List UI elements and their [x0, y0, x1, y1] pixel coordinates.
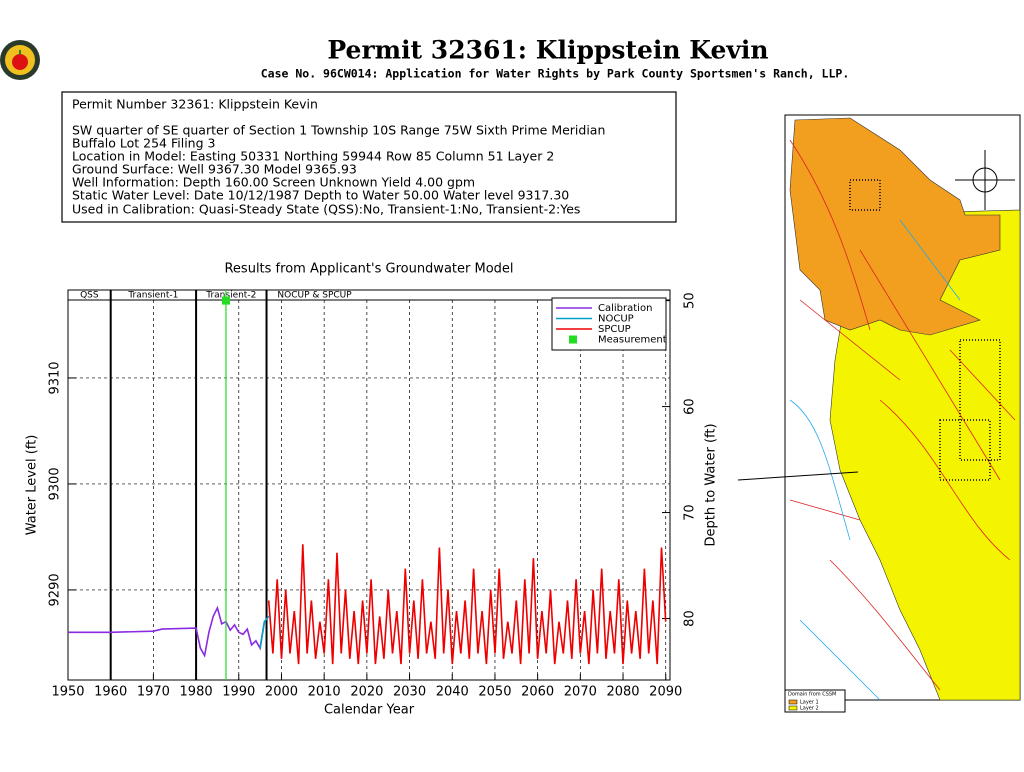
period-label: Transient-1	[127, 291, 178, 301]
legend-marker	[569, 335, 577, 344]
info-box	[61, 91, 677, 223]
map: Domain from CSSM Layer 1 Layer 2	[737, 114, 1021, 713]
plot-frame	[67, 289, 671, 681]
x-tick-label: 2030	[393, 685, 426, 700]
x-tick-label: 1950	[51, 685, 84, 700]
info: Permit Number 32361: Klippstein Kevin SW …	[72, 97, 605, 217]
chart-title: Results from Applicant's Groundwater Mod…	[224, 262, 513, 277]
y-tick-label: 9310	[48, 361, 63, 394]
y2-tick-label: 70	[683, 504, 698, 521]
info-line: SW quarter of SE quarter of Section 1 To…	[72, 123, 605, 138]
logo	[0, 40, 40, 80]
y-tick-label: 9290	[48, 573, 63, 606]
map-legend-title: Domain from CSSM	[788, 692, 836, 698]
y-tick-label: 9300	[48, 467, 63, 500]
period-label: QSS	[80, 291, 99, 301]
y2-tick-label: 50	[683, 292, 698, 309]
info-line: Permit Number 32361: Klippstein Kevin	[72, 97, 318, 112]
info-line: Location in Model: Easting 50331 Northin…	[72, 149, 554, 164]
x-tick-label: 2020	[350, 685, 383, 700]
period-label: NOCUP & SPCUP	[277, 291, 352, 301]
legend-label: NOCUP	[598, 314, 634, 325]
x-tick-label: 2060	[521, 685, 554, 700]
legend-label: SPCUP	[598, 324, 631, 335]
x-tick-label: 2040	[436, 685, 469, 700]
series-line	[267, 544, 667, 665]
x-tick-label: 2090	[649, 685, 682, 700]
x-tick-label: 2070	[564, 685, 597, 700]
legend-label: Measurement	[598, 335, 667, 346]
page-subtitle: Case No. 96CW014: Application for Water …	[261, 67, 850, 81]
info-line: Well Information: Depth 160.00 Screen Un…	[72, 175, 475, 190]
x-tick-label: 2000	[265, 685, 298, 700]
y2-axis-label: Depth to Water (ft)	[704, 423, 719, 546]
info-line: Buffalo Lot 254 Filing 3	[72, 136, 215, 151]
y-axis-label: Water Level (ft)	[25, 435, 40, 536]
y2-tick-label: 60	[683, 398, 698, 415]
x-tick-label: 2080	[606, 685, 639, 700]
map-legend-label: Layer 2	[800, 706, 819, 712]
y2-tick-label: 80	[683, 610, 698, 627]
x-tick-label: 1980	[180, 685, 213, 700]
x-tick-label: 2010	[308, 685, 341, 700]
x-tick-label: 2050	[478, 685, 511, 700]
series-line	[259, 615, 270, 649]
measurement-marker	[221, 296, 230, 305]
x-tick-label: 1960	[94, 685, 127, 700]
period-label: Transient-2	[205, 291, 256, 301]
x-tick-label: 1990	[222, 685, 255, 700]
legend-label: Calibration	[598, 303, 652, 314]
x-axis-label: Calendar Year	[324, 703, 415, 718]
info-line: Static Water Level: Date 10/12/1987 Dept…	[72, 188, 569, 203]
info-line: Used in Calibration: Quasi-Steady State …	[72, 202, 580, 217]
map-legend-label: Layer 1	[800, 700, 819, 706]
series-line	[68, 605, 270, 658]
info-line: Ground Surface: Well 9367.30 Model 9365.…	[72, 162, 357, 177]
x-tick-label: 1970	[137, 685, 170, 700]
page-title: Permit 32361: Klippstein Kevin	[327, 36, 768, 65]
